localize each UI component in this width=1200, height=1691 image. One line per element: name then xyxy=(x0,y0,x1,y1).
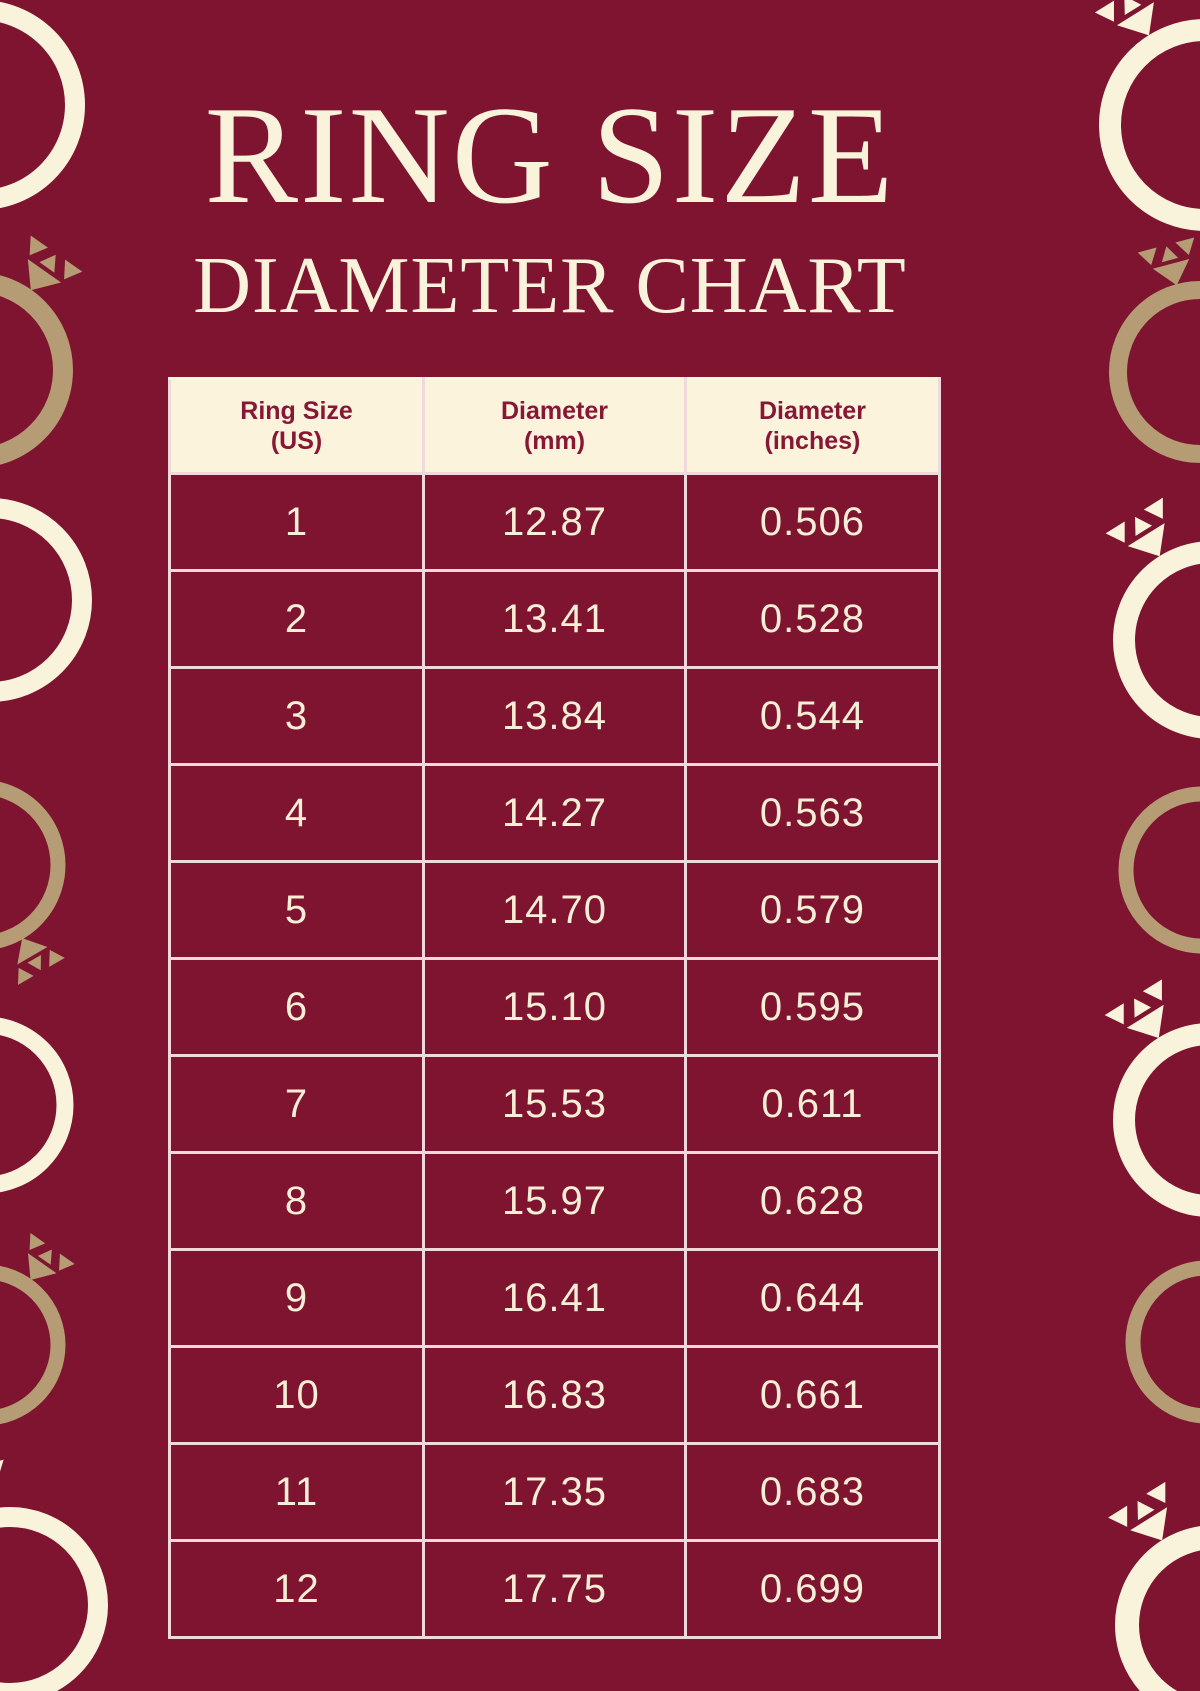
col-header-sub: (inches) xyxy=(764,427,861,455)
table-cell: 9 xyxy=(167,1248,426,1348)
diamond-ring-icon xyxy=(0,781,66,985)
table-row: 8 15.97 0.628 xyxy=(167,1151,942,1251)
table-cell: 0.563 xyxy=(683,763,942,863)
table-cell: 0.611 xyxy=(683,1054,942,1154)
table-cell: 4 xyxy=(167,763,426,863)
table-cell: 14.70 xyxy=(422,860,687,960)
table-row: 3 13.84 0.544 xyxy=(167,666,942,766)
table-row: 12 17.75 0.699 xyxy=(167,1539,942,1639)
table-cell: 0.579 xyxy=(683,860,942,960)
table-cell: 3 xyxy=(167,666,426,766)
table-body: 1 12.87 0.506 2 13.41 0.528 3 13.84 0.544 4 14.27 0… xyxy=(167,472,942,1639)
table-cell: 0.644 xyxy=(683,1248,942,1348)
table-cell: 16.83 xyxy=(422,1345,687,1445)
table-row: 1 12.87 0.506 xyxy=(167,472,942,572)
table-cell: 0.628 xyxy=(683,1151,942,1251)
table-cell: 11 xyxy=(167,1442,426,1542)
diamond-ring-icon xyxy=(1094,0,1200,231)
table-cell: 16.41 xyxy=(422,1248,687,1348)
table-cell: 15.10 xyxy=(422,957,687,1057)
table-row: 7 15.53 0.611 xyxy=(167,1054,942,1154)
table-cell: 0.683 xyxy=(683,1442,942,1542)
page-subtitle: DIAMETER CHART xyxy=(193,242,907,330)
table-cell: 5 xyxy=(167,860,426,960)
col-header-diameter-inches: Diameter (inches) xyxy=(684,377,942,475)
table-header-row: Ring Size (US) Diameter (mm) Diameter (i… xyxy=(167,377,942,475)
col-header-ring-size-us: Ring Size (US) xyxy=(167,377,426,475)
table-cell: 0.661 xyxy=(683,1345,942,1445)
table-cell: 7 xyxy=(167,1054,426,1154)
col-header-label: Diameter xyxy=(500,397,608,425)
table-row: 5 14.70 0.579 xyxy=(167,860,942,960)
ring-icon xyxy=(1118,786,1200,954)
table-row: 10 16.83 0.661 xyxy=(167,1345,942,1445)
col-header-diameter-mm: Diameter (mm) xyxy=(422,377,687,475)
diamond-ring-icon xyxy=(0,498,92,702)
diamond-ring-icon xyxy=(0,1459,108,1691)
table-row: 9 16.41 0.644 xyxy=(167,1248,942,1348)
table-cell: 0.595 xyxy=(683,957,942,1057)
table-cell: 1 xyxy=(167,472,426,572)
table-cell: 15.97 xyxy=(422,1151,687,1251)
col-header-sub: (mm) xyxy=(523,427,586,455)
page-title: RING SIZE xyxy=(204,78,896,233)
diamond-ring-icon xyxy=(0,1233,75,1425)
table-cell: 6 xyxy=(167,957,426,1057)
table-cell: 0.528 xyxy=(683,569,942,669)
table-cell: 15.53 xyxy=(422,1054,687,1154)
table-cell: 13.41 xyxy=(422,569,687,669)
diamond-ring-icon xyxy=(0,235,83,465)
diamond-ring-icon xyxy=(1109,237,1200,463)
ring-icon xyxy=(1125,1260,1200,1424)
table-cell: 17.75 xyxy=(422,1539,687,1639)
table-cell: 12.87 xyxy=(422,472,687,572)
col-header-sub: (US) xyxy=(270,427,323,455)
table-cell: 14.27 xyxy=(422,763,687,863)
col-header-label: Ring Size xyxy=(240,397,353,425)
table-row: 6 15.10 0.595 xyxy=(167,957,942,1057)
diamond-ring-icon xyxy=(1104,979,1200,1217)
table-cell: 13.84 xyxy=(422,666,687,766)
table-cell: 0.544 xyxy=(683,666,942,766)
table-cell: 2 xyxy=(167,569,426,669)
col-header-label: Diameter xyxy=(758,397,866,425)
table-row: 2 13.41 0.528 xyxy=(167,569,942,669)
table-cell: 0.506 xyxy=(683,472,942,572)
diamond-ring-icon xyxy=(1105,497,1200,739)
table-cell: 0.699 xyxy=(683,1539,942,1639)
diamond-ring-icon xyxy=(1108,1481,1200,1691)
ring-icon xyxy=(0,1017,74,1193)
table-row: 4 14.27 0.563 xyxy=(167,763,942,863)
table-cell: 12 xyxy=(167,1539,426,1639)
table-cell: 17.35 xyxy=(422,1442,687,1542)
ring-size-table: Ring Size (US) Diameter (mm) Diameter (i… xyxy=(167,377,942,1639)
table-row: 11 17.35 0.683 xyxy=(167,1442,942,1542)
ring-icon xyxy=(0,1,85,209)
table-cell: 8 xyxy=(167,1151,426,1251)
table-cell: 10 xyxy=(167,1345,426,1445)
